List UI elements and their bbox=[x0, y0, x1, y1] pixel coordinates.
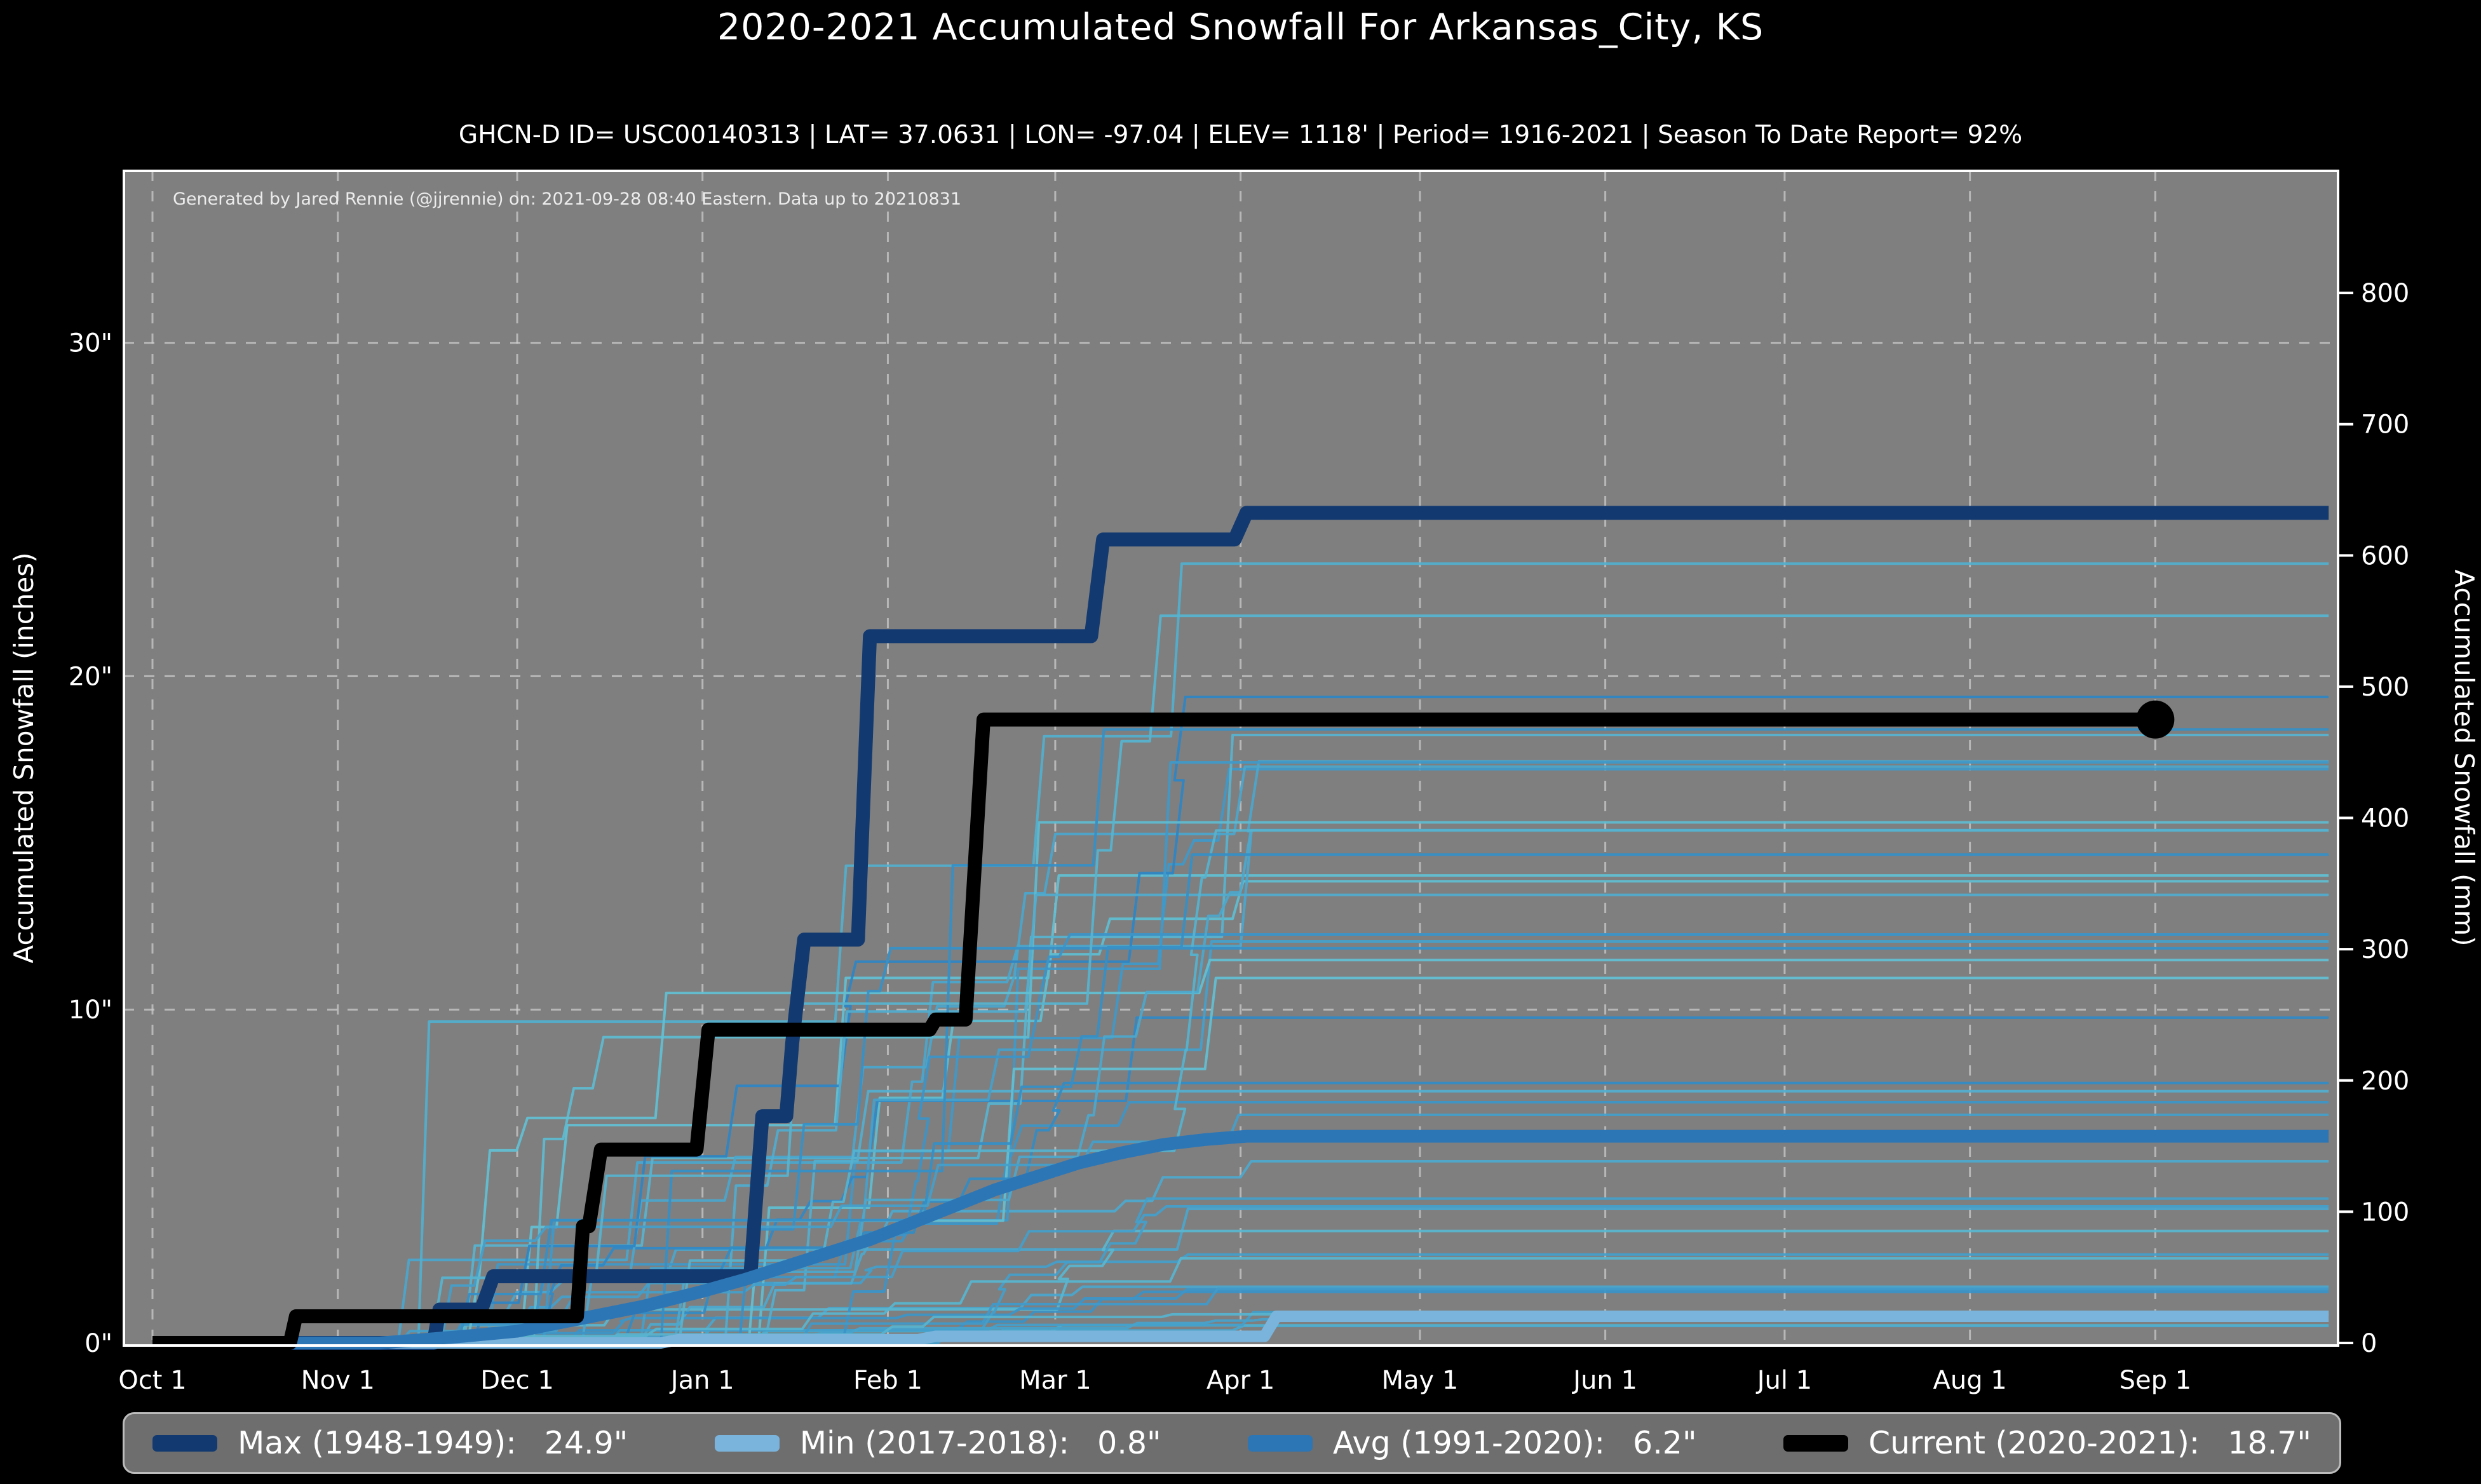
legend-item: Min (2017-2018): 0.8" bbox=[714, 1425, 1161, 1461]
x-tick-label: Apr 1 bbox=[1207, 1366, 1274, 1395]
historical-season-line bbox=[152, 880, 2329, 1344]
current-season-end-dot bbox=[2136, 700, 2175, 739]
historical-season-line bbox=[152, 959, 2329, 1344]
y-right-tick-label: 500 bbox=[2361, 673, 2409, 702]
legend-label: Avg (1991-2020): bbox=[1332, 1425, 1606, 1461]
page-title: 2020-2021 Accumulated Snowfall For Arkan… bbox=[717, 6, 1764, 48]
series-avg-1991-2020 bbox=[152, 1130, 2329, 1349]
legend-item: Max (1948-1949): 24.9" bbox=[152, 1425, 628, 1461]
y-left-tick-label: 30" bbox=[69, 329, 112, 358]
legend-value: 0.8" bbox=[1097, 1425, 1161, 1461]
legend-label: Current (2020-2021): bbox=[1868, 1425, 2200, 1461]
legend-value: 6.2" bbox=[1633, 1425, 1697, 1461]
legend-swatch bbox=[1783, 1434, 1848, 1452]
legend-label: Max (1948-1949): bbox=[238, 1425, 517, 1461]
x-tick-label: Mar 1 bbox=[1019, 1366, 1092, 1395]
legend-swatch bbox=[1247, 1434, 1313, 1452]
y-right-tick-label: 700 bbox=[2361, 410, 2409, 440]
x-tick-label: Sep 1 bbox=[2119, 1366, 2192, 1395]
historical-season-line bbox=[152, 614, 2329, 1344]
y-right-tick-label: 200 bbox=[2361, 1067, 2409, 1096]
historical-season-line bbox=[152, 767, 2329, 1344]
station-metadata-subtitle: GHCN-D ID= USC00140313 | LAT= 37.0631 | … bbox=[458, 121, 2023, 149]
y-left-tick-label: 0" bbox=[85, 1329, 112, 1358]
legend-swatch bbox=[714, 1434, 780, 1452]
legend-label: Min (2017-2018): bbox=[799, 1425, 1070, 1461]
historical-season-line bbox=[152, 893, 2329, 1344]
series-min-2017-2018 bbox=[152, 1311, 2329, 1349]
y-right-tick-label: 300 bbox=[2361, 935, 2409, 964]
plot-border bbox=[123, 170, 2339, 1347]
x-tick-label: Nov 1 bbox=[301, 1366, 375, 1395]
y-left-tick-label: 20" bbox=[69, 662, 112, 691]
x-tick-label: Jun 1 bbox=[1571, 1366, 1637, 1395]
legend-item: Current (2020-2021): 18.7" bbox=[1783, 1425, 2311, 1461]
y-left-tick-label: 10" bbox=[69, 995, 112, 1025]
legend-swatch bbox=[152, 1434, 217, 1452]
generated-by-watermark: Generated by Jared Rennie (@jjrennie) on… bbox=[173, 189, 962, 209]
legend-value: 24.9" bbox=[544, 1425, 628, 1461]
x-tick-label: Feb 1 bbox=[853, 1366, 923, 1395]
y-right-tick-label: 600 bbox=[2361, 541, 2409, 570]
y-axis-right-label: Accumulated Snowfall (mm) bbox=[2449, 569, 2480, 946]
x-tick-label: Jul 1 bbox=[1755, 1366, 1812, 1395]
x-tick-label: Jan 1 bbox=[669, 1366, 734, 1395]
historical-season-line bbox=[152, 947, 2329, 1344]
legend-value: 18.7" bbox=[2227, 1425, 2311, 1461]
x-tick-label: Oct 1 bbox=[118, 1366, 186, 1395]
historical-season-line bbox=[152, 933, 2329, 1344]
historical-season-line bbox=[152, 562, 2329, 1344]
legend-item: Avg (1991-2020): 6.2" bbox=[1247, 1425, 1697, 1461]
y-right-tick-label: 800 bbox=[2361, 279, 2409, 308]
x-tick-label: Aug 1 bbox=[1933, 1366, 2006, 1395]
y-right-tick-label: 100 bbox=[2361, 1197, 2409, 1227]
legend: Max (1948-1949): 24.9" Min (2017-2018): 0.8… bbox=[123, 1412, 2341, 1474]
series-current-2020-2021 bbox=[152, 712, 2156, 1350]
x-tick-label: May 1 bbox=[1381, 1366, 1458, 1395]
y-axis-left-label: Accumulated Snowfall (inches) bbox=[8, 552, 39, 963]
y-right-tick-label: 0 bbox=[2361, 1329, 2377, 1358]
x-tick-label: Dec 1 bbox=[480, 1366, 554, 1395]
historical-season-line bbox=[152, 828, 2329, 1344]
y-right-tick-label: 400 bbox=[2361, 804, 2409, 833]
